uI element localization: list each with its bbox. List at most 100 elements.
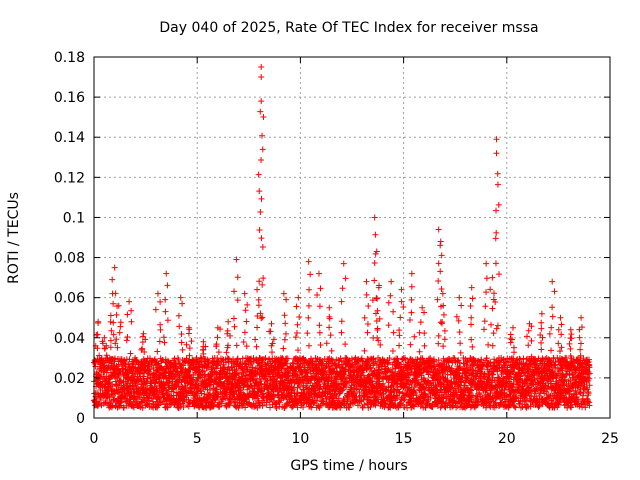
data-point — [175, 312, 182, 319]
data-point — [372, 401, 379, 408]
data-point — [292, 334, 299, 341]
data-point — [385, 359, 392, 366]
data-point — [130, 404, 137, 411]
data-point — [126, 382, 133, 389]
data-point — [435, 357, 442, 364]
data-point — [397, 401, 404, 408]
data-point — [394, 360, 401, 367]
data-point — [354, 402, 361, 409]
data-point — [294, 384, 301, 391]
data-point — [152, 306, 159, 313]
data-point — [214, 386, 221, 393]
data-point — [555, 402, 562, 409]
data-point — [214, 334, 221, 341]
data-point — [205, 360, 212, 367]
data-point — [256, 188, 263, 195]
data-point — [107, 344, 114, 351]
data-point — [317, 341, 324, 348]
data-point — [243, 343, 250, 350]
data-point — [116, 379, 123, 386]
data-point — [475, 357, 482, 364]
data-point — [123, 337, 130, 344]
data-point — [270, 336, 277, 343]
data-point — [186, 326, 193, 333]
data-point — [491, 377, 498, 384]
data-point — [397, 365, 404, 372]
data-point — [583, 384, 590, 391]
data-point — [259, 146, 266, 153]
data-point — [186, 352, 193, 359]
data-point — [258, 74, 265, 81]
data-point — [334, 362, 341, 369]
data-point — [288, 387, 295, 394]
data-point — [381, 383, 388, 390]
data-point — [95, 401, 102, 408]
data-point — [201, 390, 208, 397]
data-point — [127, 350, 134, 357]
data-point — [180, 362, 187, 369]
data-point — [296, 383, 303, 390]
data-point — [362, 383, 369, 390]
data-point — [584, 386, 591, 393]
data-point — [563, 371, 570, 378]
data-point — [215, 349, 222, 356]
data-point — [467, 387, 474, 394]
data-point — [226, 370, 233, 377]
data-point — [197, 387, 204, 394]
data-point — [585, 390, 592, 397]
data-point — [124, 334, 131, 341]
data-point — [110, 319, 117, 326]
data-point — [101, 334, 108, 341]
data-point — [552, 362, 559, 369]
data-point — [345, 404, 352, 411]
data-point — [282, 330, 289, 337]
data-point — [442, 368, 449, 375]
data-point — [542, 382, 549, 389]
data-point — [252, 336, 259, 343]
data-point — [290, 402, 297, 409]
data-point — [241, 329, 248, 336]
data-point — [295, 294, 302, 301]
data-point — [275, 398, 282, 405]
data-point — [316, 303, 323, 310]
data-point — [348, 362, 355, 369]
data-point — [128, 307, 135, 314]
data-point — [396, 388, 403, 395]
data-point — [113, 311, 120, 318]
data-point — [586, 370, 593, 377]
data-point — [138, 346, 145, 353]
data-point — [550, 355, 557, 362]
data-point — [114, 344, 121, 351]
data-point — [110, 300, 117, 307]
data-point — [259, 402, 266, 409]
data-point — [304, 330, 311, 337]
data-point — [218, 400, 225, 407]
data-point — [113, 336, 120, 343]
data-point — [243, 363, 250, 370]
data-point — [188, 388, 195, 395]
data-point — [311, 373, 318, 380]
data-point — [401, 396, 408, 403]
data-points — [91, 64, 593, 411]
data-point — [260, 275, 267, 282]
data-point — [468, 387, 475, 394]
data-point — [163, 403, 170, 410]
data-point — [479, 365, 486, 372]
data-point — [509, 368, 516, 375]
data-point — [207, 387, 214, 394]
data-point — [231, 323, 238, 330]
data-point — [181, 384, 188, 391]
data-point — [243, 318, 250, 325]
data-point — [250, 376, 257, 383]
data-point — [456, 359, 463, 366]
data-point — [385, 384, 392, 391]
data-point — [244, 301, 251, 308]
data-point — [179, 346, 186, 353]
data-point — [259, 243, 266, 250]
data-point — [328, 374, 335, 381]
data-point — [303, 369, 310, 376]
data-point — [268, 362, 275, 369]
data-point — [183, 341, 190, 348]
data-point — [254, 312, 261, 319]
